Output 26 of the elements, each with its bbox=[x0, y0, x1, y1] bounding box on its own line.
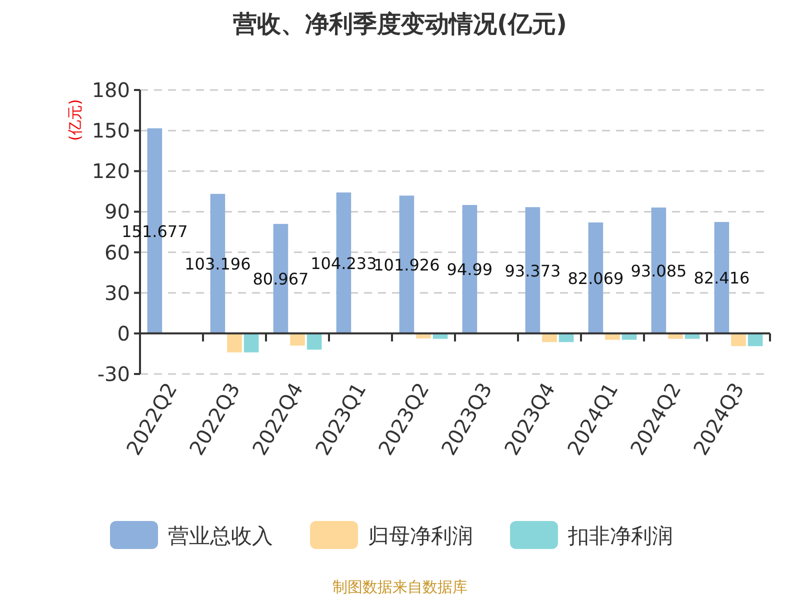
y-tick-label: 0 bbox=[117, 321, 130, 346]
legend-label: 营业总收入 bbox=[168, 524, 273, 548]
y-axis-title: (亿元) bbox=[66, 99, 84, 141]
bar bbox=[244, 333, 259, 352]
data-label: 82.416 bbox=[694, 268, 750, 288]
bar bbox=[731, 333, 746, 346]
bar bbox=[227, 333, 242, 352]
y-tick-label: -30 bbox=[97, 362, 130, 386]
legend-label: 归母净利润 bbox=[368, 524, 473, 548]
y-tick-label: 30 bbox=[104, 280, 130, 305]
chart-title: 营收、净利季度变动情况(亿元) bbox=[232, 10, 567, 38]
data-label: 94.99 bbox=[446, 260, 493, 280]
y-tick-label: 60 bbox=[104, 240, 130, 264]
data-label: 93.085 bbox=[630, 261, 687, 280]
data-label: 93.373 bbox=[504, 261, 561, 280]
data-label: 103.196 bbox=[184, 254, 251, 274]
data-label: 80.967 bbox=[252, 270, 309, 289]
y-tick-label: 90 bbox=[104, 200, 130, 224]
y-tick-label: 120 bbox=[92, 159, 130, 184]
text: 制图数据来自数据库 bbox=[332, 578, 468, 596]
y-tick-label: 150 bbox=[92, 118, 130, 143]
y-tick-label: 180 bbox=[92, 78, 130, 102]
bar bbox=[290, 333, 305, 346]
bar bbox=[306, 333, 322, 350]
data-label: 82.069 bbox=[568, 268, 624, 288]
legend-label: 扣非净利润 bbox=[567, 524, 673, 548]
